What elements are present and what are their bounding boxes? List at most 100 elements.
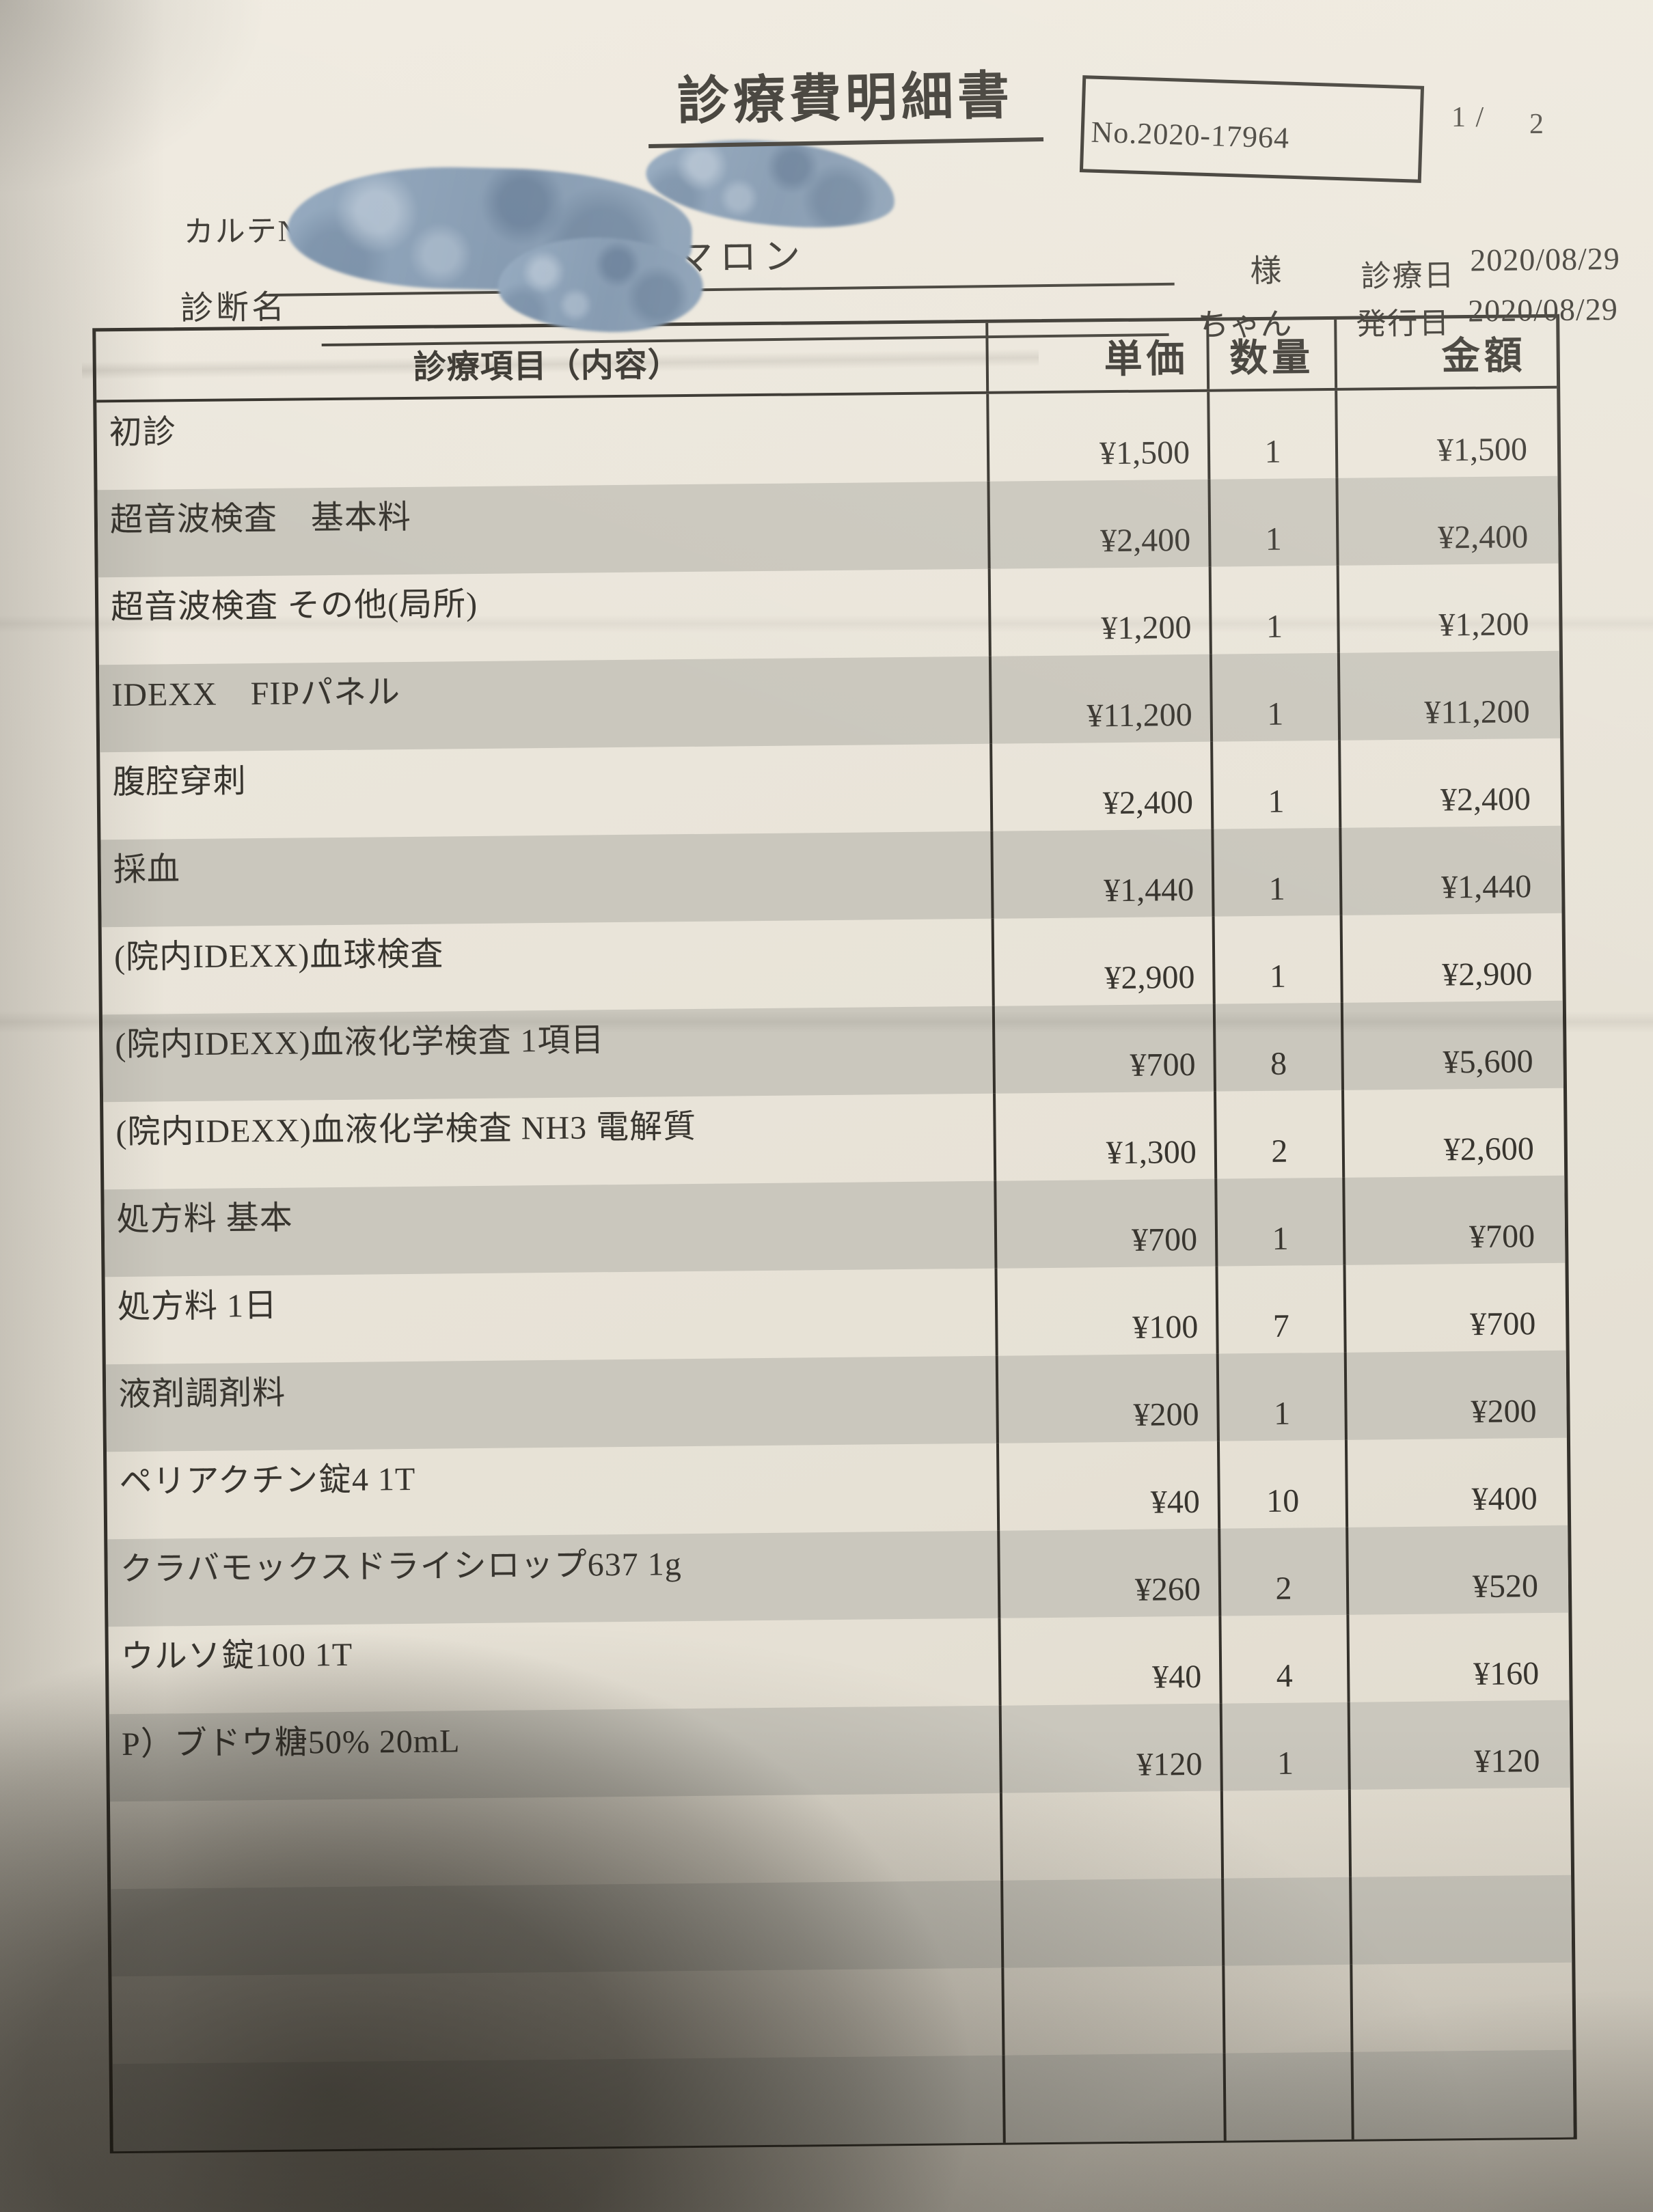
table-row: 処方料 基本 ¥700 1 ¥700 (104, 1175, 1566, 1277)
amount-cell: ¥700 (1343, 1262, 1566, 1353)
quantity-cell: 1 (1210, 740, 1339, 829)
page-number-total: 2 (1529, 109, 1544, 140)
item-name-cell: P）ブドウ糖50% 20mL (121, 1723, 461, 1763)
item-name-cell: 処方料 基本 (116, 1200, 294, 1239)
table-row: 超音波検査 基本料 ¥2,400 1 ¥2,400 (97, 475, 1559, 578)
table-row (111, 1875, 1572, 1977)
table-row (110, 1787, 1572, 1890)
unit-price-cell: ¥700 (992, 1004, 1214, 1094)
unit-price-cell: ¥1,440 (990, 829, 1212, 919)
quantity-cell: 1 (1207, 390, 1336, 480)
item-name-cell: (院内IDEXX)血液化学検査 NH3 電解質 (115, 1108, 697, 1151)
table-row: 採血 ¥1,440 1 ¥1,440 (100, 825, 1562, 928)
amount-cell (1350, 2049, 1574, 2140)
honorific-sama: 様 (1250, 253, 1282, 289)
item-name-cell: 腹腔穿刺 (112, 763, 247, 801)
table-row (112, 2049, 1574, 2152)
item-name-cell: ウルソ錠100 1T (120, 1636, 353, 1676)
quantity-cell: 8 (1212, 1002, 1342, 1092)
quantity-cell: 1 (1211, 827, 1340, 917)
quantity-cell (1221, 1877, 1350, 1966)
quantity-cell: 2 (1218, 1527, 1347, 1616)
table-row: (院内IDEXX)血液化学検査 1項目 ¥700 8 ¥5,600 (102, 1000, 1564, 1103)
item-name-cell: クラバモックスドライシロップ637 1g (120, 1546, 682, 1588)
table-row: 腹腔穿刺 ¥2,400 1 ¥2,400 (100, 738, 1561, 840)
item-name-cell: (院内IDEXX)血球検査 (113, 936, 444, 976)
quantity-cell (1222, 1964, 1351, 2054)
unit-price-cell: ¥1,200 (987, 566, 1210, 656)
quantity-cell: 1 (1214, 1177, 1343, 1267)
quantity-cell (1222, 2051, 1352, 2141)
item-name-cell (111, 1968, 1002, 2064)
unit-price-cell (1000, 1878, 1222, 1968)
amount-cell: ¥1,500 (1335, 388, 1558, 478)
item-name-cell: 採血 (113, 851, 181, 889)
item-name-cell: 処方料 1日 (117, 1287, 278, 1326)
amount-cell: ¥400 (1344, 1437, 1568, 1527)
unit-price-cell: ¥11,200 (988, 654, 1211, 744)
visit-date-label: 診療日 (1361, 258, 1456, 294)
table-row (111, 1962, 1573, 2064)
amount-cell: ¥2,400 (1335, 475, 1559, 566)
table-row: 処方料 1日 ¥100 7 ¥700 (105, 1262, 1566, 1365)
table-row: 液剤調剤料 ¥200 1 ¥200 (105, 1350, 1567, 1452)
unit-price-cell: ¥120 (998, 1703, 1220, 1793)
quantity-cell (1220, 1789, 1350, 1879)
unit-price-cell: ¥40 (998, 1616, 1220, 1706)
diagnosis-underline (321, 333, 1169, 347)
table-row: ウルソ錠100 1T ¥40 4 ¥160 (108, 1612, 1570, 1715)
unit-price-cell: ¥40 (996, 1441, 1218, 1531)
quantity-cell: 1 (1207, 478, 1337, 567)
item-name-cell: IDEXX FIPパネル (111, 674, 401, 714)
unit-price-cell (1001, 1965, 1223, 2056)
item-name-cell (111, 1881, 1001, 1976)
page-number-current: 1 / (1451, 102, 1486, 133)
table-row: 初診 ¥1,500 1 ¥1,500 (96, 388, 1558, 490)
unit-price-cell: ¥260 (997, 1528, 1219, 1618)
unit-price-cell: ¥1,300 (993, 1091, 1215, 1181)
quantity-cell: 1 (1209, 652, 1339, 742)
amount-cell: ¥2,900 (1339, 913, 1563, 1003)
quantity-cell: 10 (1216, 1439, 1346, 1529)
item-name-cell: 超音波検査 基本料 (109, 499, 412, 539)
quantity-cell: 1 (1216, 1352, 1345, 1441)
item-name-cell: 初診 (109, 414, 176, 452)
redaction-marker-karte-number (286, 163, 694, 294)
visit-date-value: 2020/08/29 (1469, 240, 1621, 278)
amount-cell: ¥200 (1343, 1350, 1567, 1440)
amount-cell: ¥160 (1346, 1612, 1570, 1702)
document-number-box: No.2020-17964 (1079, 75, 1425, 183)
diagnosis-label: 診断名 (180, 289, 288, 327)
fee-table: 診療項目（内容） 単価 数量 金額 初診 ¥1,500 1 ¥1,500 超音波… (92, 314, 1577, 2154)
amount-cell (1349, 1875, 1572, 1965)
table-row: ペリアクチン錠4 1T ¥40 10 ¥400 (107, 1437, 1568, 1540)
unit-price-cell: ¥200 (995, 1353, 1217, 1443)
issue-date-value: 2020/08/29 (1467, 291, 1619, 329)
table-row: P）ブドウ糖50% 20mL ¥120 1 ¥120 (109, 1700, 1570, 1802)
table-row: IDEXX FIPパネル ¥11,200 1 ¥11,200 (98, 650, 1561, 753)
quantity-cell: 1 (1208, 565, 1337, 654)
item-name-cell: (院内IDEXX)血液化学検査 1項目 (115, 1022, 605, 1064)
table-row: (院内IDEXX)血球検査 ¥2,900 1 ¥2,900 (102, 913, 1563, 1015)
amount-cell (1348, 1787, 1572, 1877)
quantity-cell: 2 (1214, 1090, 1343, 1179)
unit-price-cell: ¥2,900 (991, 916, 1213, 1006)
unit-price-cell (1002, 2053, 1224, 2143)
unit-price-cell: ¥700 (994, 1178, 1216, 1269)
amount-cell: ¥1,440 (1339, 825, 1562, 915)
amount-cell: ¥700 (1342, 1175, 1566, 1265)
table-body: 初診 ¥1,500 1 ¥1,500 超音波検査 基本料 ¥2,400 1 ¥2… (96, 388, 1574, 2153)
amount-cell (1350, 1962, 1573, 2052)
issue-date-label: 発行日 (1356, 306, 1451, 342)
unit-price-cell: ¥100 (994, 1266, 1216, 1356)
unit-price-cell (999, 1791, 1222, 1881)
amount-cell: ¥120 (1347, 1700, 1570, 1790)
quantity-cell: 4 (1218, 1614, 1348, 1704)
unit-price-cell: ¥2,400 (987, 479, 1209, 569)
title-block: 診療費明細書 (647, 53, 1044, 149)
table-row: (院内IDEXX)血液化学検査 NH3 電解質 ¥1,300 2 ¥2,600 (103, 1088, 1565, 1190)
document-number: No.2020-17964 (1090, 115, 1290, 155)
quantity-cell: 1 (1219, 1702, 1348, 1791)
item-name-cell: 液剤調剤料 (118, 1374, 286, 1413)
